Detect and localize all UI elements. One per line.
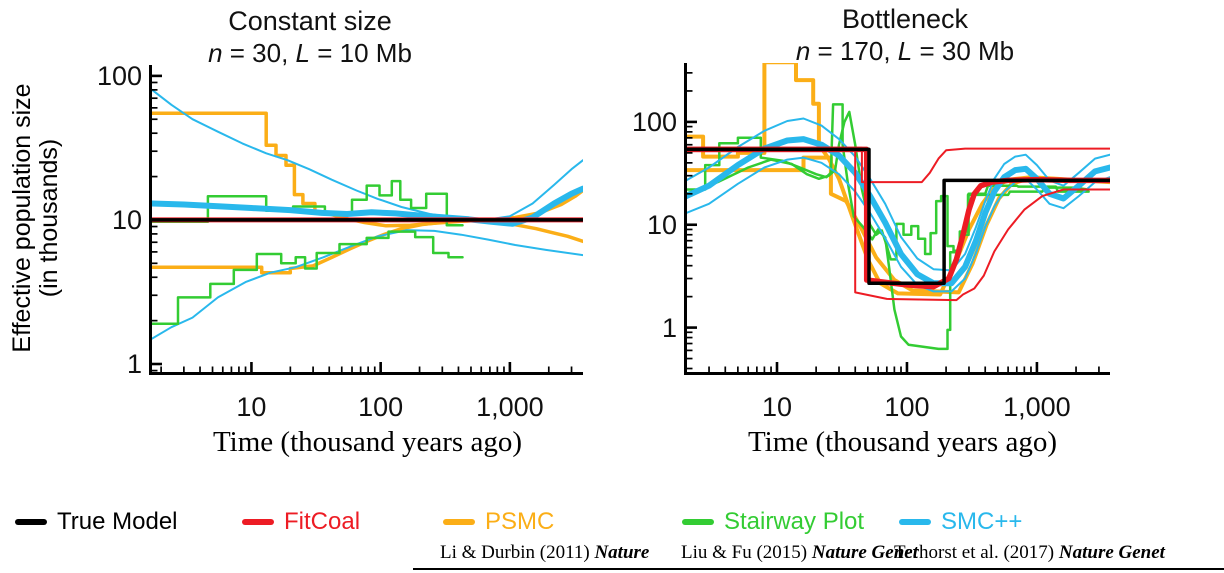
param-n: n xyxy=(795,36,811,66)
legend-dash-psmc xyxy=(443,519,475,525)
citation-authors: Li & Durbin (2011) xyxy=(440,542,595,563)
plots-canvas xyxy=(149,63,1110,375)
axes-constant-size xyxy=(149,65,583,375)
x-tick-label-constant-size: 1,000 xyxy=(476,392,544,422)
legend-dash-fitcoal xyxy=(242,519,274,525)
y-tick-label-constant-size: 10 xyxy=(111,204,142,235)
panel-title-constant-size: Constant size xyxy=(228,6,392,36)
citation-journal: Nature Genet xyxy=(1058,542,1165,563)
axes-bottleneck xyxy=(684,63,1110,375)
y-axis-label-line2: (in thousands) xyxy=(35,138,63,298)
legend-dash-stairway-plot xyxy=(682,519,714,525)
x-axis-title-right: Time (thousand years ago) xyxy=(747,426,1058,458)
series-bottleneck-fitcoal-lower xyxy=(687,150,1110,302)
legend-label-smcpp: SMC++ xyxy=(941,508,1023,535)
x-tick-label-bottleneck: 10 xyxy=(761,392,792,422)
citation-journal: Nature xyxy=(594,542,650,563)
legend-label-true-model: True Model xyxy=(57,508,178,535)
y-tick-label-bottleneck: 10 xyxy=(646,209,677,240)
panel-subtitle-bottleneck: n = 170, L = 30 Mb xyxy=(735,36,1075,67)
citation-smcpp: Terhorst et al. (2017) Nature Genet xyxy=(894,542,1165,564)
x-axis-title-left: Time (thousand years ago) xyxy=(212,426,523,458)
ticks-bottleneck xyxy=(687,71,1100,372)
ticks-constant-size xyxy=(152,74,573,372)
citation-authors: Terhorst et al. (2017) xyxy=(894,542,1059,563)
y-tick-label-constant-size: 100 xyxy=(96,60,142,91)
param-n-value: = 170, xyxy=(810,36,898,66)
series-bottleneck-fitcoal-upper xyxy=(687,146,1110,184)
x-tick-label-bottleneck: 100 xyxy=(884,392,930,422)
legend-dash-true-model xyxy=(15,519,47,525)
series-constant-size-smcpp-mean xyxy=(152,185,583,227)
y-axis-label-line1: Effective population size xyxy=(8,83,36,353)
panel-title-bottleneck: Bottleneck xyxy=(841,4,969,34)
series-bottleneck-stairway-rep2 xyxy=(687,110,1090,261)
param-L: L xyxy=(897,36,913,66)
y-tick-label-bottleneck: 1 xyxy=(661,312,677,343)
y-tick-label-constant-size: 1 xyxy=(126,349,142,379)
x-tick-label-constant-size: 10 xyxy=(236,392,267,422)
series-constant-size-stairway-rep2 xyxy=(152,230,464,326)
citation-stairway: Liu & Fu (2015) Nature Genet xyxy=(681,542,918,564)
x-tick-label-constant-size: 100 xyxy=(358,392,404,422)
y-axis-label: Effective population size (in thousands) xyxy=(8,63,63,373)
param-n-value: = 30, xyxy=(222,38,296,68)
citation-psmc: Li & Durbin (2011) Nature xyxy=(440,542,649,564)
legend-label-fitcoal: FitCoal xyxy=(284,508,361,535)
legend-label-psmc: PSMC xyxy=(485,508,555,535)
series-constant-size-psmc-rep2 xyxy=(152,218,583,275)
y-tick-label-bottleneck: 100 xyxy=(631,106,677,137)
series-constant-size-smcpp-lower xyxy=(152,229,583,340)
citations-underline xyxy=(413,568,1224,570)
param-L-value: = 10 Mb xyxy=(310,38,412,68)
param-L-value: = 30 Mb xyxy=(912,36,1015,66)
param-n: n xyxy=(208,38,223,68)
citation-journal: Nature Genet xyxy=(811,542,918,563)
legend-label-stairway-plot: Stairway Plot xyxy=(724,508,865,535)
param-L: L xyxy=(295,38,311,68)
series-bottleneck-true-model xyxy=(687,147,1110,285)
legend-dash-smcpp xyxy=(899,519,931,525)
panel-subtitle-constant-size: n = 30, L = 10 Mb xyxy=(140,38,480,69)
x-tick-label-bottleneck: 1,000 xyxy=(1003,392,1071,422)
citation-authors: Liu & Fu (2015) xyxy=(681,542,812,563)
